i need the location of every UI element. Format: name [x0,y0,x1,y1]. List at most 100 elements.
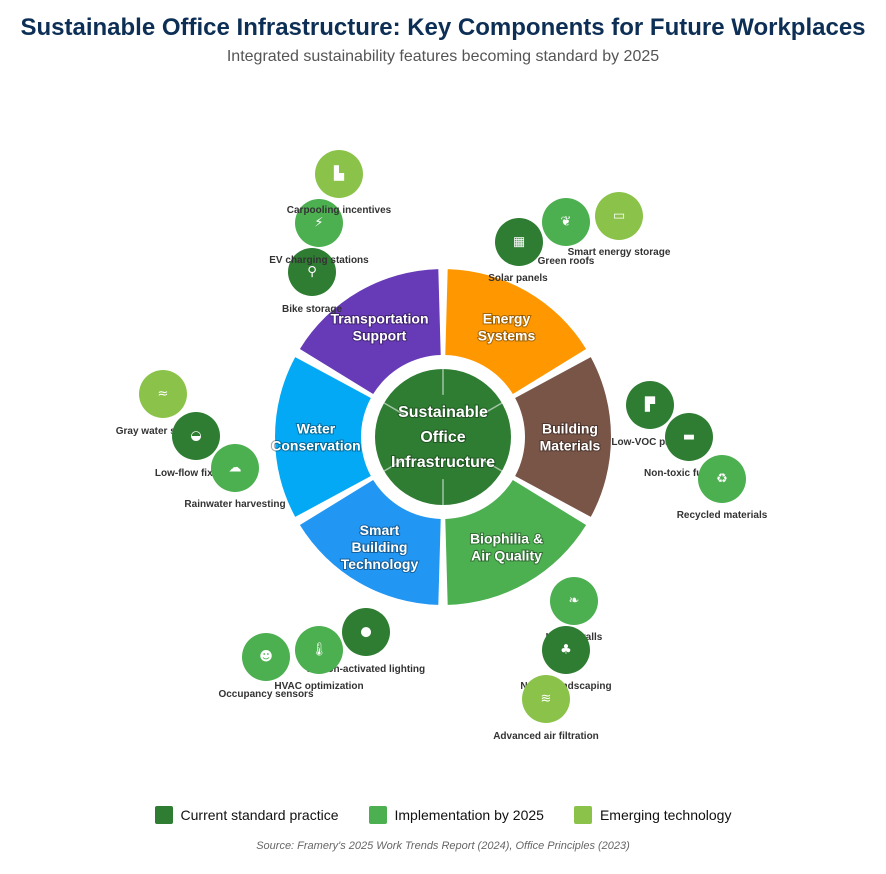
segment-smart [299,479,441,605]
feature-node [295,626,343,674]
page-title: Sustainable Office Infrastructure: Key C… [20,14,866,41]
thermometer-icon: 🌡 [311,642,328,658]
water-icon: ≈ [158,387,169,402]
feature-node [626,381,674,429]
legend-item-2025: Implementation by 2025 [368,806,544,824]
segment-label-energy: Systems [478,328,536,344]
feature-wind: ≋ Advanced air filtration [493,675,599,742]
center-divider [479,457,503,472]
paint-roller-icon: ▛ [644,396,656,413]
segment-label-biophilia: Air Quality [471,547,542,563]
feature-user: ☻ Occupancy sensors [218,633,314,700]
feature-node [495,218,543,266]
legend-swatch-2025 [368,806,387,824]
center-hub: Sustainable Office Infrastructure [375,369,511,505]
feature-node [542,626,590,674]
legend-item-emerging: Emerging technology [573,806,732,824]
couch-icon: ▬ [683,430,695,445]
segment-label-water: Water [297,421,336,437]
faucet-icon: ◒ [190,429,201,444]
feature-cloud-rain: ☁ Rainwater harvesting [184,444,286,510]
bicycle-icon: ⚲ [307,265,317,280]
feature-label: Low-flow fixtures [155,468,238,479]
feature-node [172,412,220,460]
feature-label: Solar panels [488,273,548,284]
segment-label-smart: Technology [341,556,419,572]
center-circle [375,369,511,505]
feature-node [698,455,746,503]
feature-node [665,413,713,461]
feature-label: Motion-activated lighting [307,664,425,675]
feature-label: Green roofs [538,256,595,267]
feature-label: Non-toxic furniture [644,468,734,479]
feature-label: Advanced air filtration [493,731,599,742]
wind-icon: ≋ [541,692,552,707]
feature-node [242,633,290,681]
segment-biophilia [445,479,587,605]
segment-label-transport: Support [353,328,407,344]
car-icon: ▙ [333,165,345,182]
leaf-icon: ❧ [569,594,580,609]
segment-label-smart: Building [352,539,408,555]
center-label: Infrastructure [391,454,495,471]
legend-item-current: Current standard practice [154,806,339,824]
legend-label-current: Current standard practice [180,807,339,823]
legend-swatch-current [154,806,173,824]
feature-label: Occupancy sensors [218,689,313,700]
feature-node [522,675,570,723]
segment-materials [515,357,611,517]
feature-label: Recycled materials [677,510,768,521]
user-icon: ☻ [259,650,273,665]
segment-label-materials: Materials [540,438,601,454]
feature-thermometer: 🌡 HVAC optimization [274,626,364,692]
segment-label-smart: Smart [360,522,400,538]
feature-label: HVAC optimization [274,681,363,692]
feature-node [139,370,187,418]
feature-label: Rainwater harvesting [184,499,285,510]
seedling-icon: ❦ [561,215,572,230]
segment-transport [299,269,441,395]
feature-water: ≈ Gray water systems [116,370,211,437]
legend-label-2025: Implementation by 2025 [394,807,544,823]
feature-charging-station: ⚡ EV charging stations [269,199,369,266]
tree-icon: ♣ [560,643,572,658]
center-divider [383,402,407,417]
solar-panel-icon: ▦ [513,235,525,250]
lightbulb-icon: ● [360,625,371,640]
feature-label: Smart energy storage [568,247,671,258]
feature-bicycle: ⚲ Bike storage [282,248,342,315]
feature-label: Low-VOC paints [611,437,689,448]
battery-icon: ▭ [613,209,625,224]
segment-label-water: Conservation [271,438,360,454]
source-note: Source: Framery's 2025 Work Trends Repor… [256,840,630,852]
feature-node [315,150,363,198]
cloud-rain-icon: ☁ [229,461,242,476]
feature-node [342,608,390,656]
category-segments: EnergySystemsBuildingMaterialsBiophilia … [270,269,611,605]
feature-seedling: ❦ Green roofs [538,198,595,267]
feature-car: ▙ Carpooling incentives [287,150,392,216]
segment-label-materials: Building [542,421,598,437]
center-divider [479,402,503,417]
legend: Current standard practice Implementation… [0,806,886,824]
legend-swatch-emerging [573,806,592,824]
feature-label: EV charging stations [269,255,369,266]
segment-label-energy: Energy [483,311,531,327]
feature-solar-panel: ▦ Solar panels [488,218,548,284]
feature-label: Gray water systems [116,426,211,437]
segment-label-biophilia: Biophilia & [470,530,543,546]
legend-label-emerging: Emerging technology [599,807,732,823]
feature-lightbulb: ● Motion-activated lighting [307,608,425,675]
center-label: Sustainable [398,404,488,421]
charging-station-icon: ⚡ [314,216,323,231]
segment-label-transport: Transportation [330,311,428,327]
feature-paint-roller: ▛ Low-VOC paints [611,381,689,448]
feature-node [211,444,259,492]
recycle-icon: ♻ [716,472,728,487]
feature-faucet: ◒ Low-flow fixtures [155,412,238,479]
feature-recycle: ♻ Recycled materials [677,455,768,521]
feature-node [550,577,598,625]
center-label: Office [420,429,465,446]
feature-node [295,199,343,247]
